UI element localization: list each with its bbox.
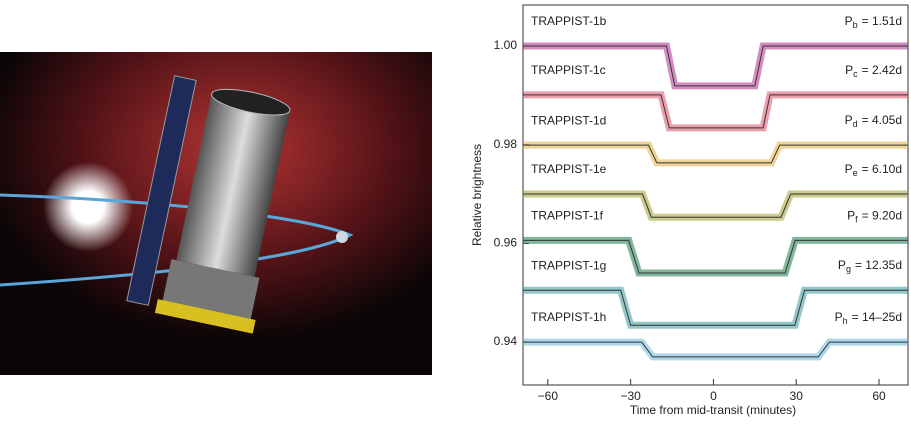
period-part: = 14–25d: [852, 310, 902, 324]
y-axis-label: Relative brightness: [470, 144, 484, 246]
period-part: P: [847, 209, 855, 223]
period-part: = 9.20d: [862, 209, 902, 223]
planet-label: TRAPPIST-1b: [531, 14, 607, 28]
x-tick-label: 0: [710, 389, 717, 403]
period-part: f: [855, 215, 858, 225]
period-part: = 4.05d: [862, 113, 902, 127]
period-label: Pc = 2.42d: [845, 63, 902, 79]
period-label: Ph = 14–25d: [835, 310, 902, 326]
x-tick-label: 30: [790, 389, 804, 403]
series-line: [523, 341, 908, 358]
period-part: P: [835, 310, 843, 324]
y-tick-label: 0.96: [494, 236, 518, 250]
planet-label: TRAPPIST-1g: [531, 258, 606, 272]
planet-label: TRAPPIST-1h: [531, 310, 606, 324]
period-part: P: [845, 162, 853, 176]
period-part: = 12.35d: [855, 258, 902, 272]
x-axis-label: Time from mid-transit (minutes): [630, 403, 796, 417]
planet-label: TRAPPIST-1d: [531, 113, 606, 127]
period-part: = 1.51d: [862, 14, 902, 28]
series-line: [523, 239, 908, 274]
period-part: h: [843, 316, 848, 326]
period-label: Pg = 12.35d: [838, 258, 902, 274]
y-tick-label: 0.98: [494, 137, 518, 151]
series-line: [523, 289, 908, 326]
series-line: [523, 94, 908, 129]
planet-label: TRAPPIST-1f: [531, 209, 604, 223]
period-part: P: [845, 14, 853, 28]
series-line: [523, 193, 908, 218]
y-tick-label: 0.94: [494, 334, 518, 348]
period-label: Pe = 6.10d: [845, 162, 902, 178]
period-part: P: [845, 63, 853, 77]
period-part: = 6.10d: [862, 162, 902, 176]
period-part: P: [838, 258, 846, 272]
x-tick-label: 60: [872, 389, 886, 403]
period-part: g: [846, 265, 851, 275]
period-part: c: [853, 69, 858, 79]
series-band: [523, 141, 908, 167]
period-label: Pf = 9.20d: [847, 209, 902, 225]
period-part: e: [853, 168, 858, 178]
x-tick-label: −30: [620, 389, 641, 403]
period-part: d: [853, 120, 858, 130]
period-part: = 2.42d: [862, 63, 902, 77]
period-label: Pd = 4.05d: [845, 113, 902, 129]
series-line: [523, 45, 908, 87]
planet-label: TRAPPIST-1e: [531, 162, 607, 176]
planet-label: TRAPPIST-1c: [531, 63, 606, 77]
series-band: [523, 338, 908, 361]
period-part: b: [853, 20, 858, 30]
period-part: P: [845, 113, 853, 127]
period-label: Pb = 1.51d: [845, 14, 902, 30]
y-tick-label: 1.00: [494, 38, 518, 52]
telescope-illustration: [0, 52, 432, 375]
series-line: [523, 144, 908, 164]
x-tick-label: −60: [538, 389, 559, 403]
